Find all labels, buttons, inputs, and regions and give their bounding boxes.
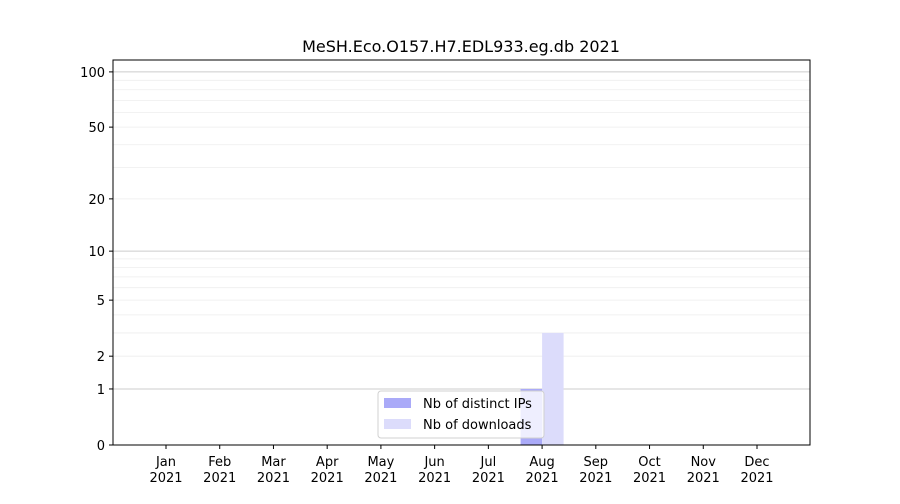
x-tick-label: 2021 <box>203 471 236 486</box>
legend-swatch <box>384 398 411 408</box>
chart-title: MeSH.Eco.O157.H7.EDL933.eg.db 2021 <box>302 37 620 56</box>
x-tick-label: Dec <box>744 455 769 470</box>
x-tick-label: Sep <box>584 455 609 470</box>
y-tick-label: 2 <box>97 350 105 365</box>
x-tick-label: 2021 <box>687 471 720 486</box>
y-tick-label: 0 <box>97 439 105 454</box>
x-tick-label: 2021 <box>311 471 344 486</box>
x-tick-label: May <box>367 455 394 470</box>
x-tick-label: Apr <box>316 455 339 470</box>
y-tick-label: 10 <box>88 245 105 260</box>
x-tick-label: 2021 <box>472 471 505 486</box>
legend-label: Nb of downloads <box>423 418 532 433</box>
legend: Nb of distinct IPs Nb of downloads <box>377 390 545 439</box>
x-tick-label: Jun <box>423 455 444 470</box>
x-tick-label: Jul <box>480 455 497 470</box>
x-tick-label: Mar <box>261 455 286 470</box>
x-tick-label: Feb <box>208 455 231 470</box>
y-tick-label: 50 <box>88 121 105 136</box>
y-tick-label: 100 <box>80 66 105 81</box>
legend-label: Nb of distinct IPs <box>423 397 532 412</box>
x-tick-label: 2021 <box>579 471 612 486</box>
y-tick-label: 1 <box>97 383 105 398</box>
x-tick-label: Nov <box>691 455 717 470</box>
x-tick-label: 2021 <box>633 471 666 486</box>
x-tick-label: 2021 <box>418 471 451 486</box>
x-tick-label: 2021 <box>526 471 559 486</box>
y-tick-label: 20 <box>88 193 105 208</box>
x-tick-label: 2021 <box>740 471 773 486</box>
x-tick-label: 2021 <box>149 471 182 486</box>
x-tick-label: Aug <box>529 455 554 470</box>
x-tick-label: Oct <box>638 455 660 470</box>
x-tick-label: Jan <box>155 455 176 470</box>
legend-swatch <box>384 419 411 429</box>
x-tick-label: 2021 <box>364 471 397 486</box>
y-tick-label: 5 <box>97 294 105 309</box>
bar-downloads <box>542 332 564 445</box>
x-tick-label: 2021 <box>257 471 290 486</box>
legend-box <box>377 390 545 439</box>
plot-frame <box>112 59 811 446</box>
